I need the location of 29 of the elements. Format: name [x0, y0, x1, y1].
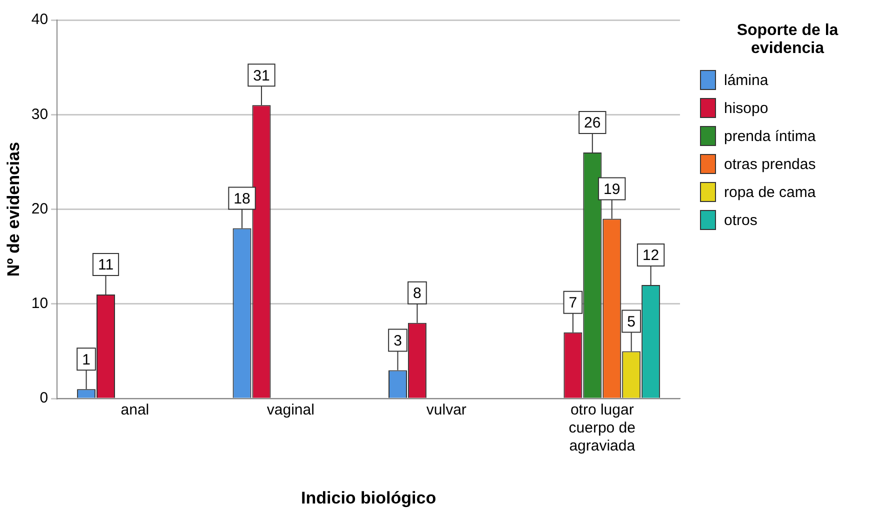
x-tick-label: otro lugar cuerpo de agraviada	[568, 402, 636, 455]
data-label: 26	[584, 114, 601, 132]
y-tick-label: 20	[31, 200, 48, 218]
data-label: 11	[98, 256, 114, 274]
data-label: 18	[234, 190, 250, 208]
legend-label: otros	[724, 212, 758, 228]
y-tick-label: 10	[31, 295, 48, 312]
legend-label: hisopo	[724, 100, 768, 116]
legend-label: prenda íntima	[724, 128, 816, 144]
data-label: 8	[413, 285, 422, 302]
data-label: 12	[642, 247, 660, 264]
x-axis-title: Indicio biológico	[301, 488, 436, 508]
legend-label: lámina	[724, 72, 768, 88]
data-label: 1	[82, 351, 90, 368]
y-tick-label: 0	[40, 390, 48, 407]
legend-label: otras prendas	[724, 156, 816, 172]
data-label: 7	[568, 294, 578, 312]
data-label: 3	[394, 332, 402, 350]
data-label: 31	[253, 67, 270, 84]
data-label: 5	[627, 313, 636, 330]
data-label: 19	[604, 180, 620, 198]
x-tick-label: vulvar	[426, 402, 466, 419]
legend-label: ropa de cama	[724, 184, 816, 200]
y-axis-title: Nº de evidencias	[4, 142, 23, 277]
y-tick-label: 40	[31, 11, 48, 28]
legend-title: Soporte de la evidencia	[736, 22, 840, 58]
x-tick-label: vaginal	[266, 402, 314, 419]
x-tick-label: anal	[120, 402, 150, 419]
y-tick-label: 30	[31, 106, 48, 123]
